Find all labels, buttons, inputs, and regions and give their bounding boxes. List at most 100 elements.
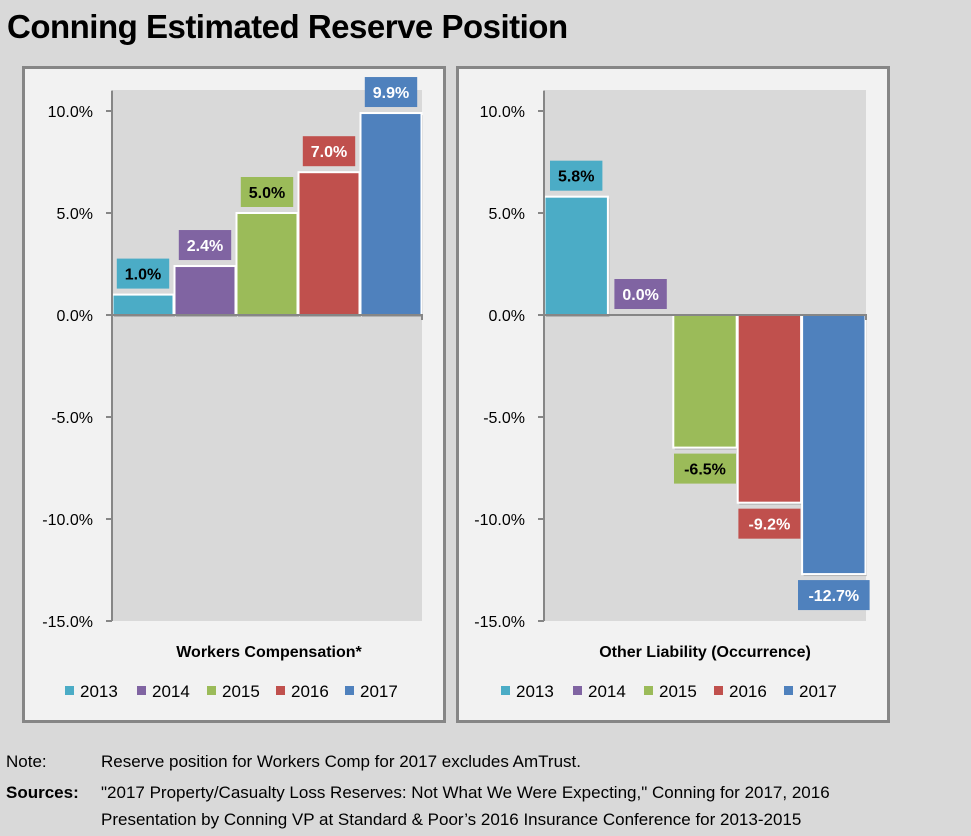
legend-item-2014: 2014	[573, 682, 626, 701]
bars	[111, 112, 423, 317]
legend-swatch	[207, 686, 216, 695]
data-label-box	[550, 160, 603, 191]
y-tick-label: 0.0%	[489, 308, 525, 325]
legend-item-2015: 2015	[644, 682, 697, 701]
legend-item-2017: 2017	[345, 682, 398, 701]
data-label-text: -9.2%	[749, 517, 791, 534]
bar-2015	[672, 314, 738, 449]
y-tick-label: -10.0%	[474, 512, 525, 529]
legend-swatch	[644, 686, 653, 695]
data-label-2017: -12.7%	[798, 580, 870, 611]
legend-label: 2015	[222, 682, 260, 701]
bar-2013	[543, 195, 609, 316]
legend-item-2016: 2016	[714, 682, 767, 701]
legend-swatch	[784, 686, 793, 695]
y-tick-label: 0.0%	[57, 308, 93, 325]
data-label-text: -6.5%	[684, 462, 726, 479]
other-liability-chart: 10.0% 5.0% 0.0% -5.0% -10.0% -15.0% 5.8% 0.0% -6…	[474, 90, 870, 701]
sources-label: Sources:	[6, 783, 79, 802]
legend-swatch	[276, 686, 285, 695]
legend-swatch	[65, 686, 74, 695]
legend: 2013 2014 2015 2016 2017	[501, 682, 837, 701]
y-tick-label: 5.0%	[489, 206, 525, 223]
data-label-box	[738, 508, 801, 539]
legend-item-2013: 2013	[65, 682, 118, 701]
note-text: Reserve position for Workers Comp for 20…	[101, 752, 581, 771]
legend-label: 2014	[588, 682, 626, 701]
y-tick-label: -5.0%	[483, 410, 525, 427]
y-tick-label: 5.0%	[57, 206, 93, 223]
data-label-text: 5.0%	[249, 185, 285, 202]
data-label-text: 5.8%	[558, 169, 594, 186]
data-label-box	[614, 279, 667, 309]
data-label-box	[116, 258, 170, 289]
y-tick-label: 10.0%	[48, 104, 93, 121]
y-tick-label: -5.0%	[51, 410, 93, 427]
data-label-box	[364, 77, 418, 108]
legend-item-2013: 2013	[501, 682, 554, 701]
data-label-box	[798, 580, 870, 611]
data-label-text: 1.0%	[125, 267, 161, 284]
legend-swatch	[714, 686, 723, 695]
data-label-2013: 5.8%	[550, 160, 603, 191]
legend-label: 2014	[152, 682, 190, 701]
legend-label: 2015	[659, 682, 697, 701]
bars	[543, 195, 867, 577]
x-axis-title: Workers Compensation*	[176, 644, 362, 661]
data-label-text: 0.0%	[622, 287, 658, 304]
chart-panel-other-liability: 10.0% 5.0% 0.0% -5.0% -10.0% -15.0% 5.8% 0.0% -6…	[456, 66, 890, 723]
legend-label: 2013	[80, 682, 118, 701]
data-label-box	[178, 230, 232, 261]
data-label-2015: 5.0%	[240, 177, 294, 207]
footer-sources-cont: Presentation by Conning VP at Standard &…	[6, 810, 801, 830]
footer-note: Note: Reserve position for Workers Comp f…	[6, 752, 581, 772]
y-tick-label: -15.0%	[474, 614, 525, 631]
data-label-2014: 0.0%	[614, 279, 667, 309]
data-label-box	[240, 177, 294, 207]
bar-2017	[801, 314, 867, 576]
data-label-2015: -6.5%	[674, 453, 736, 484]
legend-item-2017: 2017	[784, 682, 837, 701]
legend: 2013 2014 2015 2016 2017	[65, 682, 398, 701]
legend-label: 2016	[291, 682, 329, 701]
legend-swatch	[137, 686, 146, 695]
data-label-box	[302, 136, 356, 167]
legend-label: 2013	[516, 682, 554, 701]
data-label-text: 9.9%	[373, 85, 409, 102]
legend-swatch	[501, 686, 510, 695]
x-axis-title: Other Liability (Occurrence)	[599, 644, 811, 661]
bar-2015	[235, 212, 299, 316]
y-tick-label: -10.0%	[42, 512, 93, 529]
data-label-box	[674, 453, 736, 484]
legend-item-2014: 2014	[137, 682, 190, 701]
legend-label: 2017	[360, 682, 398, 701]
data-label-text: -12.7%	[808, 588, 859, 605]
legend-label: 2016	[729, 682, 767, 701]
legend-label: 2017	[799, 682, 837, 701]
data-label-2014: 2.4%	[178, 230, 232, 261]
data-label-2016: -9.2%	[738, 508, 801, 539]
sources-line-1: "2017 Property/Casualty Loss Reserves: N…	[101, 783, 830, 802]
legend-item-2015: 2015	[207, 682, 260, 701]
note-label: Note:	[6, 752, 47, 771]
data-label-2016: 7.0%	[302, 136, 356, 167]
y-tick-label: 10.0%	[480, 104, 525, 121]
footer-sources: Sources: "2017 Property/Casualty Loss Res…	[6, 783, 830, 803]
bar-2013	[111, 293, 175, 317]
y-tick-label: -15.0%	[42, 614, 93, 631]
bar-2014	[173, 265, 237, 316]
bar-2017	[359, 112, 423, 317]
bar-2016	[736, 314, 803, 504]
data-label-text: 2.4%	[187, 238, 223, 255]
sources-line-2: Presentation by Conning VP at Standard &…	[101, 810, 802, 829]
data-label-2017: 9.9%	[364, 77, 418, 108]
chart-panel-workers-compensation: 10.0% 5.0% 0.0% -5.0% -10.0% -15.0% 1.0% 2.4% 5.…	[22, 66, 446, 723]
legend-item-2016: 2016	[276, 682, 329, 701]
data-label-2013: 1.0%	[116, 258, 170, 289]
page-title: Conning Estimated Reserve Position	[7, 8, 568, 45]
bar-2016	[297, 171, 361, 316]
workers-compensation-chart: 10.0% 5.0% 0.0% -5.0% -10.0% -15.0% 1.0% 2.4% 5.…	[42, 77, 423, 701]
legend-swatch	[573, 686, 582, 695]
legend-swatch	[345, 686, 354, 695]
data-label-text: 7.0%	[311, 144, 347, 161]
